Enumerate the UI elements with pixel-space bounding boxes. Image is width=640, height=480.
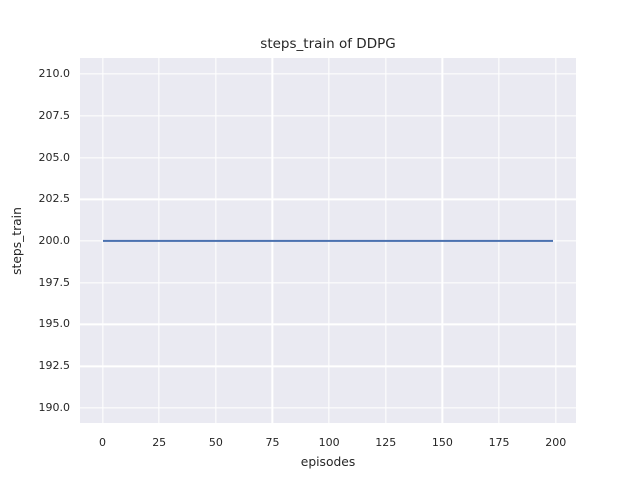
data-line-steps_train bbox=[102, 239, 554, 243]
x-tick-label: 0 bbox=[99, 436, 107, 449]
y-tick-label: 210.0 bbox=[38, 67, 71, 81]
x-axis-label: episodes bbox=[300, 455, 356, 469]
y-tick-label: 195.0 bbox=[38, 317, 71, 331]
plot-area bbox=[80, 58, 576, 423]
x-tick-label: 125 bbox=[375, 436, 397, 449]
y-tick-label: 205.0 bbox=[38, 150, 71, 164]
x-tick-label: 150 bbox=[431, 436, 453, 449]
gridline-horizontal bbox=[80, 323, 576, 326]
chart-title: steps_train of DDPG bbox=[260, 36, 396, 52]
y-tick-label: 207.5 bbox=[38, 108, 71, 122]
gridline-horizontal bbox=[80, 282, 576, 284]
x-tick-label: 75 bbox=[265, 436, 280, 449]
x-tick-label: 175 bbox=[488, 436, 510, 449]
gridline-horizontal bbox=[80, 73, 576, 75]
x-tick-label: 100 bbox=[318, 436, 340, 449]
y-tick-label: 197.5 bbox=[38, 275, 71, 289]
gridline-horizontal bbox=[80, 365, 576, 367]
gridline-horizontal bbox=[80, 198, 576, 200]
x-tick-label: 25 bbox=[152, 436, 167, 449]
y-tick-label: 190.0 bbox=[38, 400, 71, 414]
gridline-horizontal bbox=[80, 115, 576, 117]
y-tick-label: 200.0 bbox=[38, 234, 71, 247]
gridline-horizontal bbox=[80, 156, 576, 159]
y-tick-label: 202.5 bbox=[38, 192, 71, 206]
gridline-horizontal bbox=[80, 407, 576, 409]
x-tick-label: 50 bbox=[208, 436, 223, 449]
y-tick-label: 192.5 bbox=[38, 359, 71, 373]
x-tick-label: 200 bbox=[545, 436, 567, 449]
